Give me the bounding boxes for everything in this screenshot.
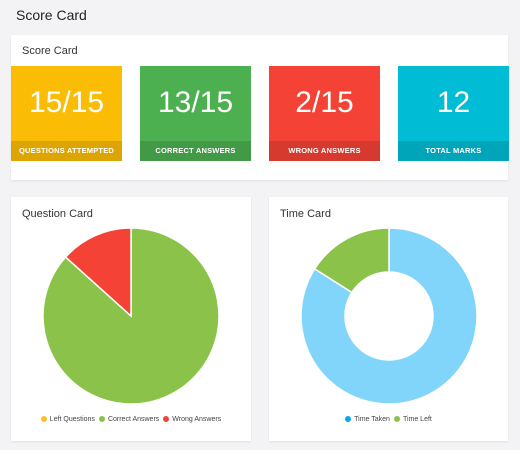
tile-label: CORRECT ANSWERS	[140, 141, 251, 161]
score-card-title: Score Card	[22, 45, 78, 57]
legend-label: Left Questions	[49, 416, 95, 423]
tile-label: QUESTIONS ATTEMPTED	[11, 141, 122, 161]
tile-value: 2/15	[295, 86, 354, 119]
legend-label: Time Left	[402, 416, 432, 423]
time-legend-item[interactable]: Time Left	[393, 416, 432, 423]
legend-label: Wrong Answers	[172, 416, 222, 423]
legend-dot-icon	[98, 416, 105, 422]
legend-dot-icon	[163, 416, 170, 422]
time-legend-item[interactable]: Time Taken	[345, 416, 390, 423]
page-title: Score Card	[16, 7, 87, 23]
pie-slice-time-taken[interactable]	[300, 227, 478, 405]
legend-label: Time Taken	[354, 416, 390, 423]
pie-slice-wrong-answers[interactable]	[64, 227, 132, 318]
time-chart-legend: Time Taken Time Left	[269, 416, 508, 423]
question-chart-legend: Left Questions Correct Answers Wrong Answe…	[11, 416, 251, 423]
tile-value: 13/15	[157, 86, 234, 119]
question-legend-item[interactable]: Left Questions	[40, 416, 95, 423]
total-marks-tile: 12 TOTAL MARKS	[398, 66, 509, 161]
legend-dot-icon	[345, 416, 352, 422]
time-card-title: Time Card	[280, 208, 331, 220]
score-card: Score Card 15/15 QUESTIONS ATTEMPTED 13/…	[11, 35, 509, 180]
legend-dot-icon	[393, 416, 400, 422]
question-pie-chart[interactable]	[11, 221, 251, 411]
question-card-title: Question Card	[22, 208, 93, 220]
wrong-answers-tile: 2/15 WRONG ANSWERS	[269, 66, 380, 161]
question-legend-item[interactable]: Wrong Answers	[163, 416, 221, 423]
time-card: Time Card Time Taken Time Left	[269, 197, 508, 441]
questions-attempted-tile: 15/15 QUESTIONS ATTEMPTED	[11, 66, 122, 161]
tile-label: TOTAL MARKS	[398, 141, 509, 161]
question-legend-item[interactable]: Correct Answers	[98, 416, 160, 423]
tile-value: 15/15	[28, 86, 105, 119]
tile-label: WRONG ANSWERS	[269, 141, 380, 161]
tile-value: 12	[436, 86, 471, 119]
pie-slice-time-left[interactable]	[313, 227, 390, 294]
legend-dot-icon	[40, 416, 47, 422]
time-donut-chart[interactable]	[269, 221, 508, 411]
correct-answers-tile: 13/15 CORRECT ANSWERS	[140, 66, 251, 161]
legend-label: Correct Answers	[107, 416, 160, 423]
question-card: Question Card Left Questions Correct Answ…	[11, 197, 251, 441]
